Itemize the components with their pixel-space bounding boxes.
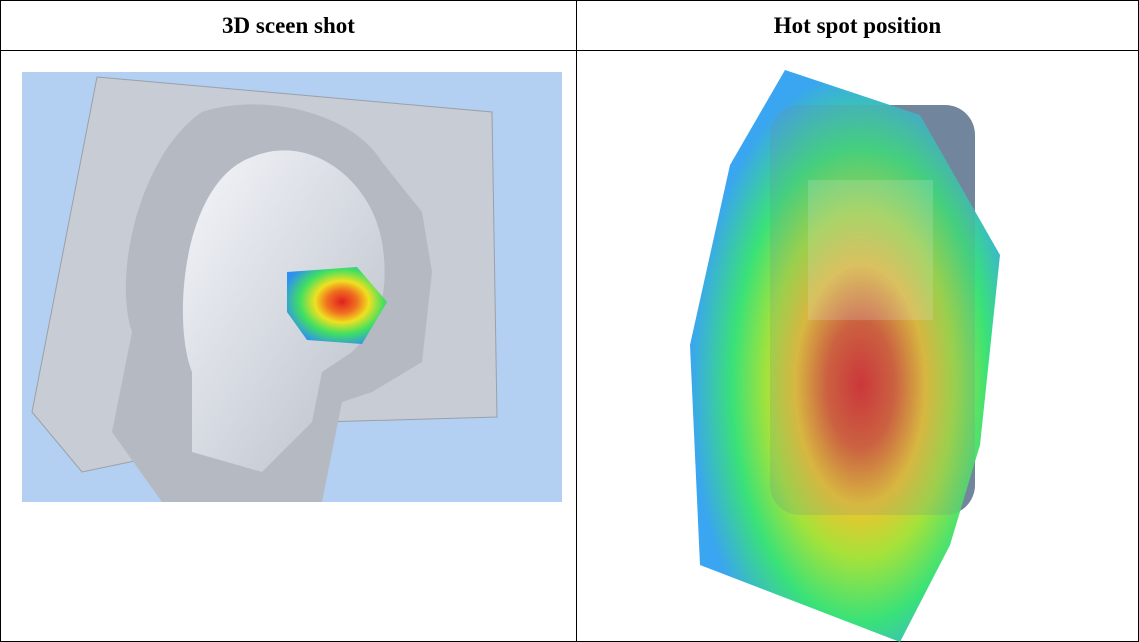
header-cell: 3D sceen shot [1,1,576,51]
hot-spot-image [690,70,1000,642]
header-cell: Hot spot position [577,1,1138,51]
column-divider [576,1,577,641]
screenshot-3d [22,72,562,502]
